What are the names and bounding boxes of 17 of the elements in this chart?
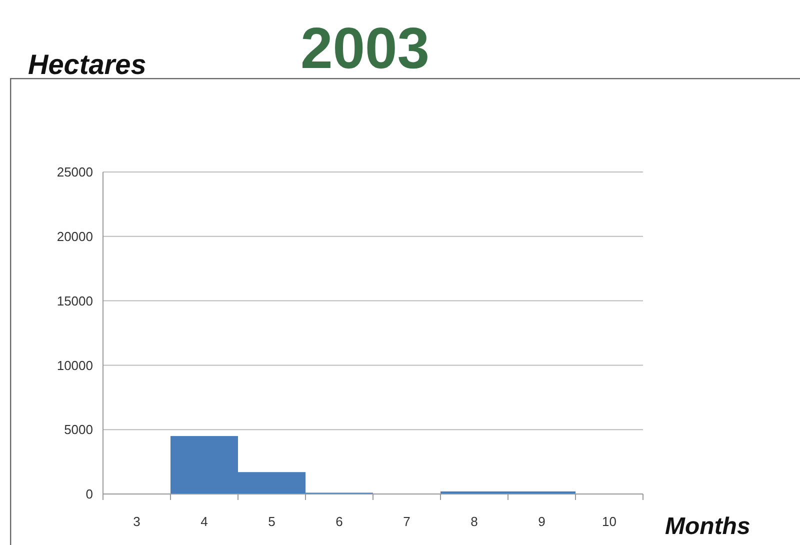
x-tick-label: 4 xyxy=(200,514,208,529)
y-tick-label: 20000 xyxy=(56,228,93,244)
x-tick-label: 6 xyxy=(336,514,343,529)
y-tick-label: 5000 xyxy=(64,422,93,438)
x-tick-label: 7 xyxy=(403,514,410,529)
x-tick-label: 9 xyxy=(538,514,546,529)
y-tick-label: 15000 xyxy=(56,293,93,308)
chart-title: 2003 xyxy=(300,16,430,81)
y-tick-label: 0 xyxy=(86,486,93,502)
y-axis-title: Hectares xyxy=(28,49,146,80)
x-tick-label: 8 xyxy=(470,514,478,529)
y-tick-label: 25000 xyxy=(56,164,93,180)
x-tick-label: 5 xyxy=(268,514,276,529)
x-axis-title: Months xyxy=(665,513,750,540)
x-tick-label: 3 xyxy=(133,514,140,529)
y-tick-label: 10000 xyxy=(56,358,93,373)
x-tick-label: 10 xyxy=(602,514,616,529)
